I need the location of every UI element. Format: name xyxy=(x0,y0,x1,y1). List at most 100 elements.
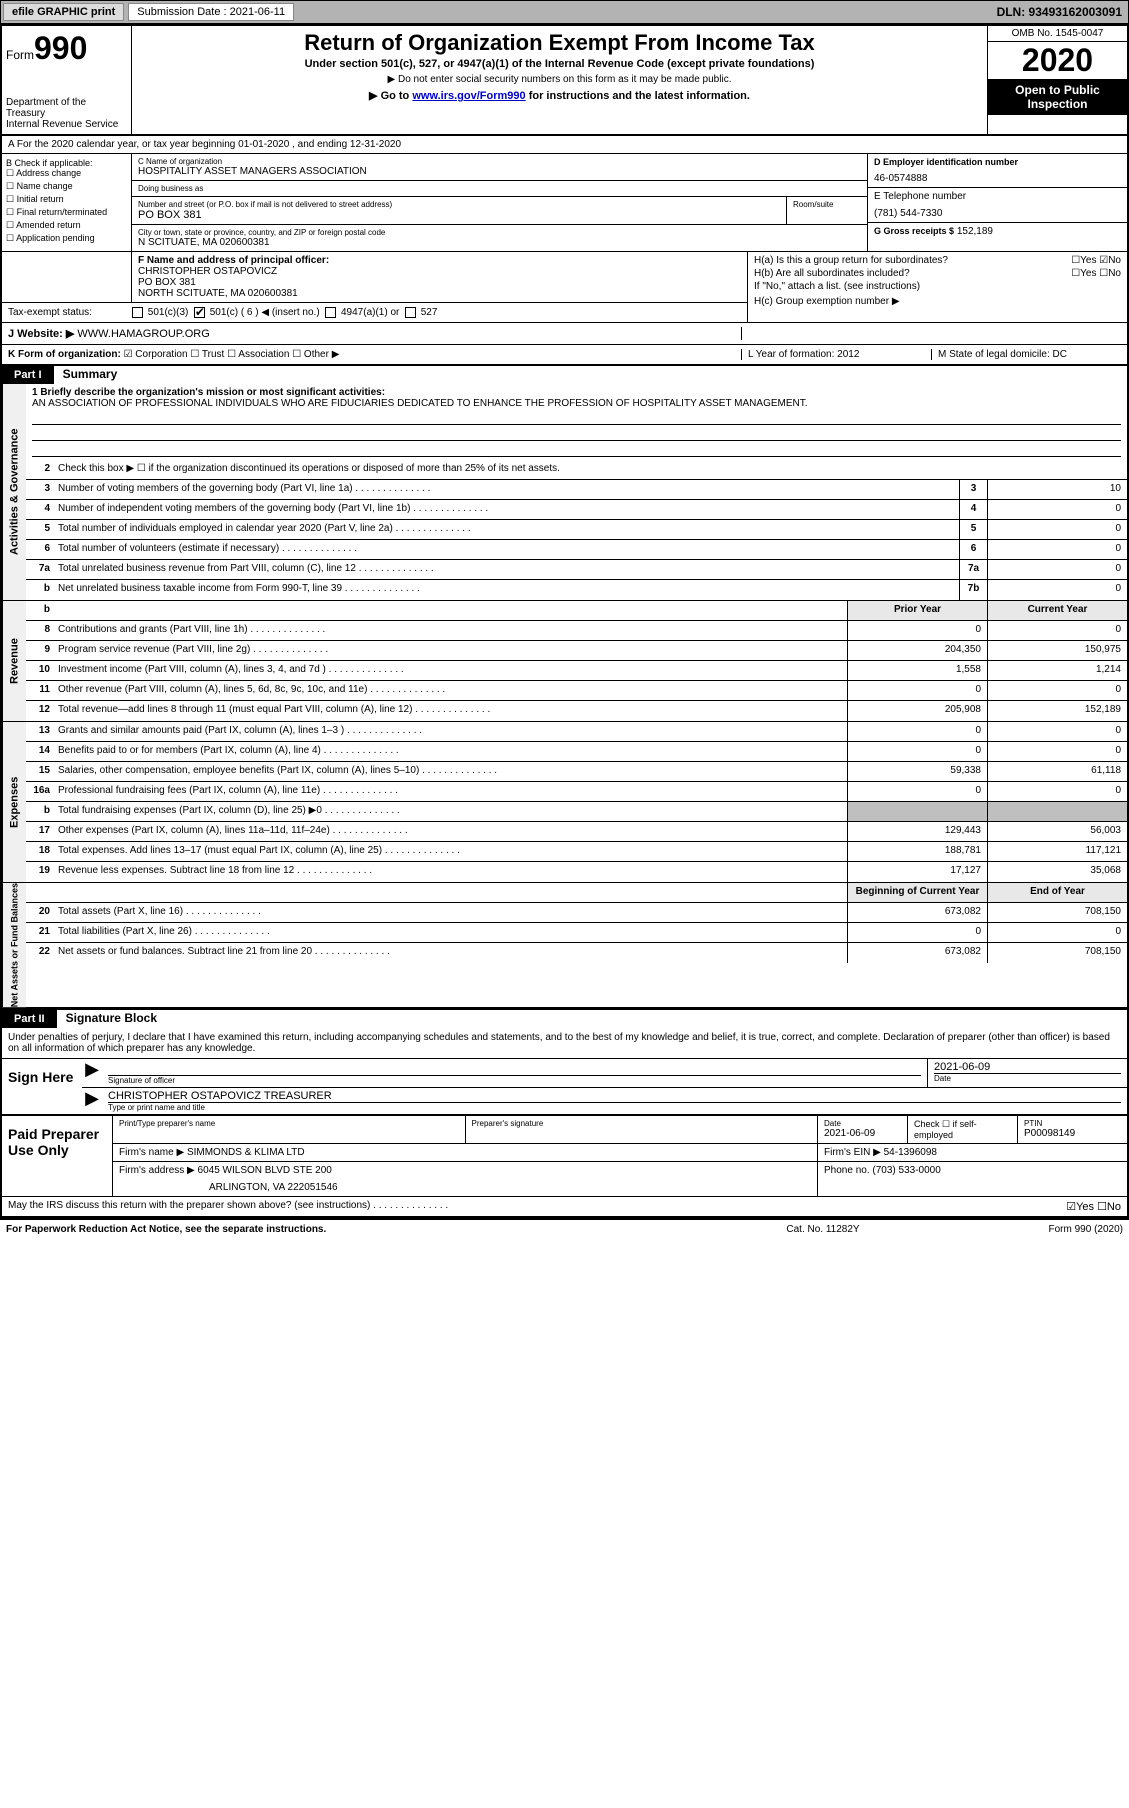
sig-date: 2021-06-09 xyxy=(934,1061,1121,1073)
row-j-website: J Website: ▶ WWW.HAMAGROUP.ORG xyxy=(2,323,1127,345)
line-10: 10Investment income (Part VIII, column (… xyxy=(26,661,1127,681)
ptin-value: P00098149 xyxy=(1024,1128,1121,1139)
firm-addr1: 6045 WILSON BLVD STE 200 xyxy=(198,1165,332,1176)
col-eoy: End of Year xyxy=(987,883,1127,902)
efile-print-button[interactable]: efile GRAPHIC print xyxy=(3,3,124,21)
part-ii-badge: Part II xyxy=(2,1010,57,1028)
officer-signature-field[interactable] xyxy=(108,1061,921,1075)
dba-label: Doing business as xyxy=(138,184,861,193)
cb-name-change[interactable]: ☐ Name change xyxy=(6,181,127,192)
submission-date: Submission Date : 2021-06-11 xyxy=(128,3,294,21)
firm-ein-label: Firm's EIN ▶ xyxy=(824,1147,881,1158)
form-header: Form990 Department of the Treasury Inter… xyxy=(2,26,1127,136)
cb-address-change[interactable]: ☐ Address change xyxy=(6,168,127,179)
form-ref: Form 990 (2020) xyxy=(923,1224,1123,1235)
discuss-with-preparer: May the IRS discuss this return with the… xyxy=(2,1197,1127,1218)
line2-desc: Check this box ▶ ☐ if the organization d… xyxy=(54,460,1127,479)
irs-link[interactable]: www.irs.gov/Form990 xyxy=(412,90,525,102)
hc-label: H(c) Group exemption number ▶ xyxy=(754,296,1121,307)
expenses-block: Expenses 13Grants and similar amounts pa… xyxy=(2,722,1127,883)
cb-initial-return[interactable]: ☐ Initial return xyxy=(6,194,127,205)
sig-date-label: Date xyxy=(934,1073,1121,1083)
ssn-warning: ▶ Do not enter social security numbers o… xyxy=(136,74,983,85)
cb-amended-return[interactable]: ☐ Amended return xyxy=(6,220,127,231)
gov-line-b: bNet unrelated business taxable income f… xyxy=(26,580,1127,600)
cb-501c3[interactable]: 501(c)(3) xyxy=(132,307,188,318)
col-b-continued xyxy=(2,252,132,302)
phone-value: (781) 544-7330 xyxy=(874,208,1121,219)
org-name-label: C Name of organization xyxy=(138,157,861,166)
check-self-employed[interactable]: Check ☐ if self-employed xyxy=(907,1116,1017,1143)
link-prefix: ▶ Go to xyxy=(369,90,412,102)
line-b: bTotal fundraising expenses (Part IX, co… xyxy=(26,802,1127,822)
col-current-year: Current Year xyxy=(987,601,1127,620)
sign-here-label: Sign Here xyxy=(2,1059,82,1114)
omb-number: OMB No. 1545-0047 xyxy=(988,26,1127,42)
row-k-form-org: K Form of organization: ☑ Corporation ☐ … xyxy=(2,345,1127,366)
ein-value: 46-0574888 xyxy=(874,173,1121,184)
gross-receipts-value: 152,189 xyxy=(957,226,993,237)
open-to-public: Open to Public Inspection xyxy=(988,79,1127,115)
revenue-block: Revenue b Prior Year Current Year 8Contr… xyxy=(2,601,1127,722)
prep-date-label: Date xyxy=(824,1119,901,1128)
vtab-activities: Activities & Governance xyxy=(2,384,26,600)
firm-addr2: ARLINGTON, VA 222051546 xyxy=(209,1182,811,1193)
form-title: Return of Organization Exempt From Incom… xyxy=(136,30,983,56)
city-state-zip: N SCITUATE, MA 020600381 xyxy=(138,237,861,248)
cb-527[interactable]: 527 xyxy=(405,307,437,318)
cb-final-return[interactable]: ☐ Final return/terminated xyxy=(6,207,127,218)
header-mid: Return of Organization Exempt From Incom… xyxy=(132,26,987,134)
form-subtitle: Under section 501(c), 527, or 4947(a)(1)… xyxy=(136,58,983,70)
page-footer: For Paperwork Reduction Act Notice, see … xyxy=(0,1220,1129,1239)
line-18: 18Total expenses. Add lines 13–17 (must … xyxy=(26,842,1127,862)
part-i-title: Summary xyxy=(57,364,124,384)
street-address: PO BOX 381 xyxy=(138,209,780,221)
hb-answer[interactable]: ☐Yes ☐No xyxy=(1071,268,1121,279)
officer-typed-label: Type or print name and title xyxy=(108,1102,1121,1112)
gross-receipts-label: G Gross receipts $ xyxy=(874,226,954,236)
line-19: 19Revenue less expenses. Subtract line 1… xyxy=(26,862,1127,882)
topbar: efile GRAPHIC print Submission Date : 20… xyxy=(0,0,1129,24)
hb-note: If "No," attach a list. (see instruction… xyxy=(754,281,1121,292)
net-assets-block: Net Assets or Fund Balances Beginning of… xyxy=(2,883,1127,1008)
vtab-expenses: Expenses xyxy=(2,722,26,882)
cb-501c[interactable]: 501(c) ( 6 ) ◀ (insert no.) xyxy=(194,307,320,318)
mission-blank-3 xyxy=(32,441,1121,457)
k-options[interactable]: ☑ Corporation ☐ Trust ☐ Association ☐ Ot… xyxy=(124,349,340,360)
website-url: WWW.HAMAGROUP.ORG xyxy=(77,328,209,340)
cb-application-pending[interactable]: ☐ Application pending xyxy=(6,233,127,244)
prep-sig-label: Preparer's signature xyxy=(472,1119,812,1128)
phone-label: E Telephone number xyxy=(874,191,1121,202)
officer-typed-name: CHRISTOPHER OSTAPOVICZ TREASURER xyxy=(108,1090,1121,1102)
room-suite-label: Room/suite xyxy=(787,197,867,224)
form-990: Form990 Department of the Treasury Inter… xyxy=(0,24,1129,1220)
line-22: 22Net assets or fund balances. Subtract … xyxy=(26,943,1127,963)
discuss-answer[interactable]: ☑Yes ☐No xyxy=(947,1197,1127,1216)
dln: DLN: 93493162003091 xyxy=(997,5,1126,19)
ha-answer[interactable]: ☐Yes ☑No xyxy=(1071,255,1121,266)
revenue-header-row: b Prior Year Current Year xyxy=(26,601,1127,621)
line-20: 20Total assets (Part X, line 16)673,0827… xyxy=(26,903,1127,923)
column-b-checkboxes: B Check if applicable: ☐ Address change … xyxy=(2,154,132,251)
firm-name-label: Firm's name ▶ xyxy=(119,1147,184,1158)
ha-label: H(a) Is this a group return for subordin… xyxy=(754,255,948,266)
section-bcd: B Check if applicable: ☐ Address change … xyxy=(2,154,1127,252)
j-label: J Website: ▶ xyxy=(8,328,74,340)
line-21: 21Total liabilities (Part X, line 26)00 xyxy=(26,923,1127,943)
column-c-org-info: C Name of organization HOSPITALITY ASSET… xyxy=(132,154,867,251)
paid-preparer-label: Paid Preparer Use Only xyxy=(2,1116,112,1196)
line-12: 12Total revenue—add lines 8 through 11 (… xyxy=(26,701,1127,721)
cb-4947[interactable]: 4947(a)(1) or xyxy=(325,307,399,318)
firm-addr-label: Firm's address ▶ xyxy=(119,1165,195,1176)
line-14: 14Benefits paid to or for members (Part … xyxy=(26,742,1127,762)
col-boy: Beginning of Current Year xyxy=(847,883,987,902)
firm-phone-label: Phone no. xyxy=(824,1165,870,1176)
line-17: 17Other expenses (Part IX, column (A), l… xyxy=(26,822,1127,842)
line-13: 13Grants and similar amounts paid (Part … xyxy=(26,722,1127,742)
k-label: K Form of organization: xyxy=(8,349,121,360)
sign-here-block: Sign Here ▶ Signature of officer 2021-06… xyxy=(2,1059,1127,1116)
gov-line-7a: 7aTotal unrelated business revenue from … xyxy=(26,560,1127,580)
sig-arrow-icon: ▶ xyxy=(82,1059,102,1087)
city-label: City or town, state or province, country… xyxy=(138,228,861,237)
line-9: 9Program service revenue (Part VIII, lin… xyxy=(26,641,1127,661)
